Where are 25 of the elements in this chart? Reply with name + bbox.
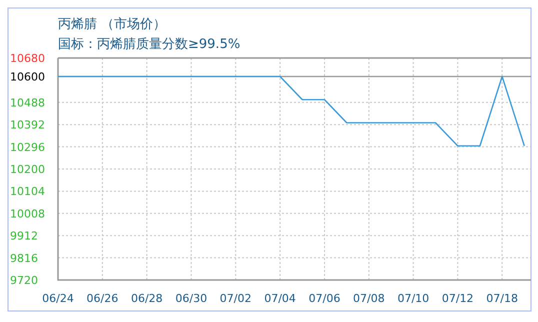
y-tick-label: 9720 bbox=[10, 274, 38, 287]
x-tick-label: 07/08 bbox=[353, 292, 385, 305]
x-tick-label: 07/10 bbox=[397, 292, 430, 305]
chart-subtitle: 国标：丙烯腈质量分数≥99.5% bbox=[58, 37, 240, 52]
y-tick-label: 10200 bbox=[10, 163, 45, 176]
y-tick-label: 9912 bbox=[10, 230, 38, 243]
x-tick-label: 07/06 bbox=[308, 292, 340, 305]
ref-line-label: 10600 bbox=[10, 70, 45, 84]
x-tick-label: 07/18 bbox=[486, 292, 518, 305]
x-tick-label: 06/28 bbox=[130, 292, 163, 305]
chart-title: 丙烯腈 （市场价） bbox=[58, 17, 166, 32]
y-tick-label: 10296 bbox=[10, 140, 45, 154]
y-tick-label: 10392 bbox=[10, 118, 45, 132]
y-tick-label: 10488 bbox=[10, 96, 45, 110]
y-tick-label: 9816 bbox=[10, 252, 38, 265]
y-tick-label: 10104 bbox=[10, 185, 45, 198]
x-tick-label: 06/30 bbox=[175, 292, 208, 305]
x-tick-label: 07/02 bbox=[220, 292, 252, 305]
line-series bbox=[57, 76, 525, 147]
y-tick-label: 10680 bbox=[10, 52, 45, 65]
x-tick-label: 06/26 bbox=[86, 292, 118, 305]
x-tick-label: 07/12 bbox=[442, 292, 474, 305]
x-tick-label: 07/04 bbox=[264, 292, 296, 305]
x-tick-label: 06/24 bbox=[42, 292, 74, 305]
y-tick-label: 10008 bbox=[10, 207, 45, 220]
